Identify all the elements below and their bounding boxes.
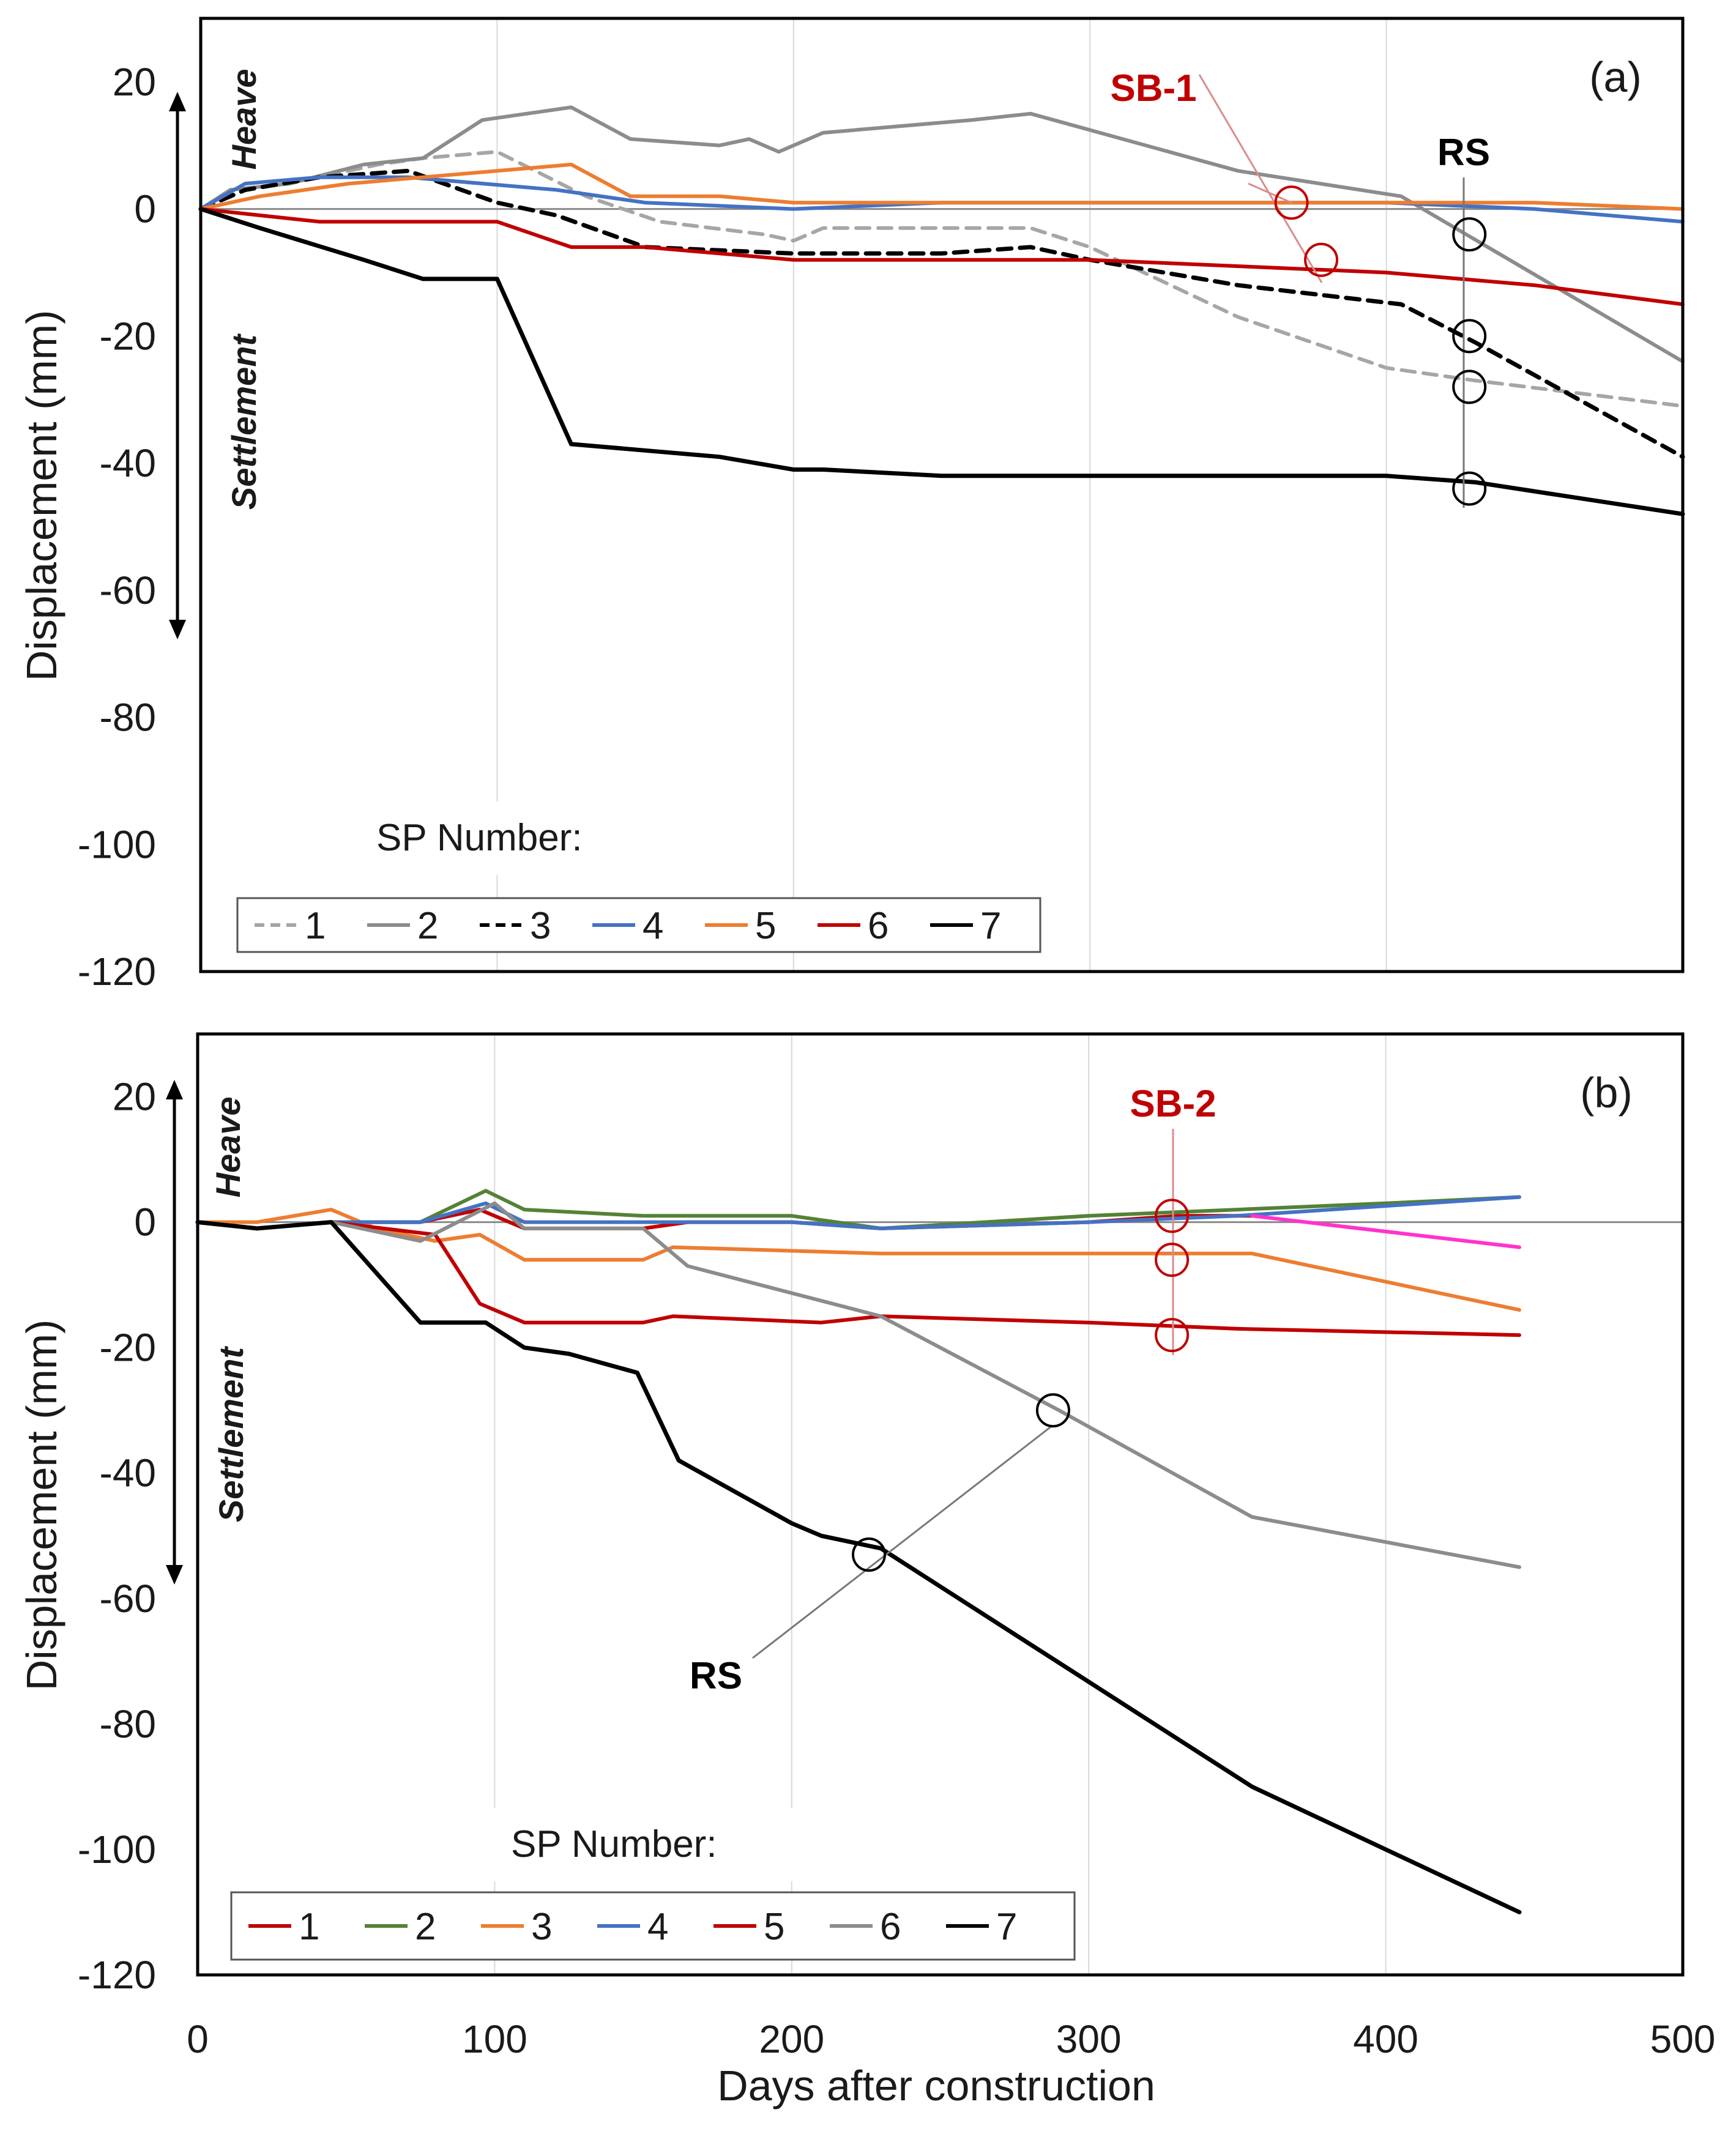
y-tick-label: 20 <box>113 60 156 104</box>
legend-entry-1: 1 <box>305 905 326 947</box>
x-tick-labels: 0 100 200 300 400 500 <box>187 2017 1715 2061</box>
y-tick-label: -60 <box>100 1577 157 1621</box>
legend-entry-3: 3 <box>531 1906 552 1948</box>
panel-b-legend-title: SP Number: <box>511 1823 717 1865</box>
annotation-marker-RS <box>1035 1393 1070 1428</box>
series-line-1 <box>199 150 1685 408</box>
y-tick-label: -20 <box>100 1326 157 1370</box>
y-tick-label: -80 <box>100 696 157 740</box>
legend-entry-4: 4 <box>643 905 663 947</box>
y-tick-label: -80 <box>100 1702 157 1746</box>
y-tick-label: -120 <box>78 1953 156 1997</box>
x-tick-label: 0 <box>187 2017 209 2061</box>
x-tick-label: 100 <box>462 2017 527 2061</box>
legend-entry-4: 4 <box>647 1906 668 1948</box>
panel-a-y-tick-labels: 20 0 -20 -40 -60 -80 -100 -120 <box>78 60 156 994</box>
panel-b-legend-title-bg <box>471 1808 802 1881</box>
panel-b: SB-2RS 200-20-40-60-80-100-120 0 100 200 30… <box>18 1032 1715 2110</box>
panel-b-settlement-label: Settlement <box>212 1346 250 1523</box>
annotation-leader-arm <box>1248 182 1292 204</box>
annotation-marker-RS <box>1452 217 1487 252</box>
panel-b-y-axis-title: Displacement (mm) <box>18 1320 65 1691</box>
y-tick-label: -40 <box>100 441 157 485</box>
panel-a-plot-frame <box>199 17 1685 973</box>
x-tick-label: 500 <box>1650 2017 1716 2061</box>
y-tick-label: 20 <box>113 1075 156 1119</box>
annotation-marker-RS <box>852 1537 887 1572</box>
y-tick-label: 0 <box>134 187 156 231</box>
panel-a-legend-title-bg <box>324 801 655 875</box>
annotation-marker-SB-1 <box>1274 185 1309 220</box>
x-tick-label: 300 <box>1056 2017 1122 2061</box>
y-tick-label: -20 <box>100 314 157 358</box>
panel-b-direction-arrow <box>166 1080 183 1585</box>
panel-b-annotations: SB-2 RS <box>690 1083 1216 1697</box>
annotation-label-SB-2: SB-2 <box>1130 1083 1216 1125</box>
y-tick-label: -100 <box>78 822 156 866</box>
annotation-marker-SB-1 <box>1304 242 1339 277</box>
panel-b-series <box>195 1189 1522 1914</box>
panel-a-y-axis-title: Displacement (mm) <box>18 310 65 682</box>
panel-a-legend: 1 2 3 4 5 6 7 <box>236 897 1041 953</box>
series-line-3 <box>198 168 1685 459</box>
legend-entry-3: 3 <box>530 905 551 947</box>
annotation-label-SB-1: SB-1 <box>1110 67 1196 110</box>
annotation-marker-SB-2 <box>1155 1318 1190 1353</box>
panel-a-label: (a) <box>1589 53 1642 101</box>
series-line-6 <box>199 207 1685 307</box>
panel-b-label: (b) <box>1580 1069 1633 1117</box>
annotation-marker-RS <box>1452 471 1487 506</box>
annotation-label-RS: RS <box>690 1655 742 1697</box>
series-line-5 <box>199 162 1685 211</box>
x-axis-title: Days after construction <box>717 2062 1155 2110</box>
y-tick-label: -60 <box>100 568 157 612</box>
legend-entry-7: 7 <box>980 905 1001 947</box>
annotation-marker-RS <box>1452 370 1487 404</box>
panel-b-legend: 1 2 3 4 5 6 7 <box>230 1891 1076 1961</box>
series-line-7 <box>195 1220 1522 1914</box>
annotation-marker-SB-2 <box>1155 1243 1190 1277</box>
panel-a-legend-title: SP Number: <box>376 817 583 859</box>
legend-entry-5: 5 <box>764 1906 784 1948</box>
annotation-marker-RS <box>1452 319 1487 354</box>
y-tick-label: -120 <box>78 950 156 994</box>
series-line-2 <box>199 105 1685 363</box>
annotation-marker-SB-2 <box>1155 1199 1190 1233</box>
annotation-label-RS: RS <box>1437 132 1490 174</box>
panel-b-y-tick-labels: 20 0 -20 -40 -60 -80 -100 -120 <box>78 1075 156 1997</box>
series-line-7 <box>198 207 1685 516</box>
panel-a-annotations: SB-1 RS <box>1110 67 1490 508</box>
legend-entry-2: 2 <box>417 905 438 947</box>
x-tick-label: 200 <box>759 2017 824 2061</box>
legend-entry-6: 6 <box>868 905 888 947</box>
legend-entry-6: 6 <box>880 1906 901 1948</box>
legend-entry-1: 1 <box>299 1906 319 1948</box>
panel-a: SB-1 RS 20 0 -20 -40 -60 -80 -100 -120 (a) Heave… <box>18 17 1685 994</box>
annotation-leader-RS <box>752 1424 1053 1659</box>
legend-entry-7: 7 <box>996 1906 1017 1948</box>
y-tick-label: -100 <box>78 1827 156 1872</box>
annotation-leader-SB-1 <box>1198 74 1323 283</box>
y-tick-label: 0 <box>134 1200 156 1244</box>
panel-a-settlement-label: Settlement <box>225 333 263 510</box>
y-tick-label: -40 <box>100 1451 157 1495</box>
panel-a-direction-arrow <box>169 92 186 639</box>
legend-entry-2: 2 <box>415 1906 436 1948</box>
legend-box <box>236 897 1041 953</box>
panel-a-heave-label: Heave <box>225 69 263 169</box>
x-tick-label: 400 <box>1353 2017 1418 2061</box>
series-line-extra-7 <box>1250 1214 1521 1249</box>
panel-b-plot-frame <box>196 1032 1685 1977</box>
series-line-3 <box>196 1208 1521 1312</box>
panel-a-series <box>198 105 1685 516</box>
panel-b-heave-label: Heave <box>209 1096 247 1197</box>
legend-entry-5: 5 <box>755 905 776 947</box>
